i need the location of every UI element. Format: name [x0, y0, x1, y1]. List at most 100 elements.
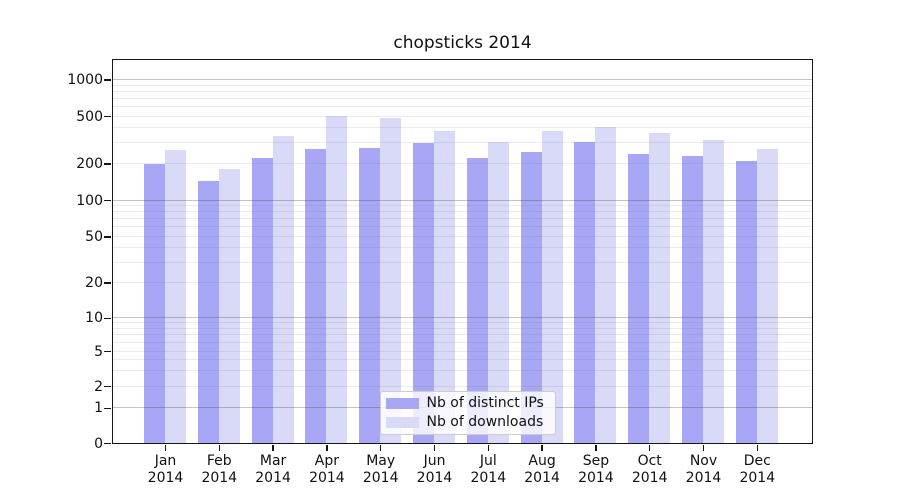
legend-label-distinct-ips: Nb of distinct IPs	[426, 394, 544, 411]
x-tick-mark-oct	[648, 444, 651, 451]
x-tick-label-oct: Oct 2014	[618, 453, 682, 486]
x-tick-label-line: 2014	[685, 469, 722, 486]
x-tick-label-dec: Dec 2014	[725, 453, 789, 486]
x-tick-mark-apr	[326, 444, 328, 451]
gridline-minor-90	[112, 205, 812, 207]
gridline-major-10	[112, 317, 812, 319]
x-tick-mark-mar	[272, 444, 274, 451]
gridline-minor-6	[112, 341, 812, 343]
y-tick-label-10: 10	[85, 310, 103, 327]
y-tick-mark-2	[104, 385, 111, 388]
y-tick-label-2: 2	[94, 378, 103, 395]
x-tick-label-mar: Mar 2014	[241, 453, 305, 486]
x-tick-label-line: 2014	[147, 469, 184, 486]
bar-distinct-ips-dec	[735, 160, 757, 443]
x-tick-label-sep: Sep 2014	[564, 453, 628, 486]
bar-distinct-ips-jul	[466, 158, 488, 443]
x-tick-label-nov: Nov 2014	[672, 453, 736, 486]
gridline-minor-20	[112, 281, 812, 283]
legend-swatch-downloads	[385, 416, 419, 428]
y-tick-label-100: 100	[76, 192, 103, 209]
gridline-minor-5	[112, 350, 812, 352]
y-tick-mark-0	[104, 442, 111, 445]
x-tick-label-jun: Jun 2014	[403, 453, 467, 486]
y-tick-label-200: 200	[76, 156, 103, 172]
gridline-minor-8	[112, 328, 812, 330]
x-tick-label-line: 2014	[255, 469, 291, 486]
legend: Nb of distinct IPs Nb of downloads	[379, 390, 556, 435]
x-tick-label-line: 2014	[739, 469, 776, 486]
bar-downloads-dec	[756, 149, 778, 443]
x-tick-label-line: 2014	[362, 469, 399, 486]
bar-distinct-ips-aug	[520, 151, 542, 443]
gridline-minor-4	[112, 359, 812, 361]
gridline-minor-7	[112, 334, 812, 336]
x-tick-label-line: 2014	[524, 469, 560, 486]
x-tick-label-line: Feb	[206, 453, 232, 469]
bar-downloads-oct	[649, 133, 671, 443]
legend-item-downloads: Nb of downloads	[385, 413, 544, 430]
bar-distinct-ips-jun	[413, 142, 434, 443]
gridline-minor-700	[112, 97, 812, 99]
bar-downloads-aug	[541, 131, 563, 443]
y-tick-label-20: 20	[85, 274, 103, 291]
y-tick-label-0: 0	[94, 435, 103, 452]
gridline-minor-70	[112, 218, 812, 220]
bar-distinct-ips-may	[359, 147, 381, 443]
legend-label-downloads: Nb of downloads	[426, 413, 544, 430]
chart-title: chopsticks 2014	[393, 33, 532, 53]
gridline-minor-200	[112, 163, 812, 164]
x-tick-label-line: 2014	[416, 469, 453, 486]
gridline-minor-3	[112, 370, 812, 372]
plot-area: Nb of distinct IPs Nb of downloads	[111, 58, 813, 444]
y-tick-label-1000: 1000	[67, 72, 103, 88]
bar-downloads-may	[380, 118, 402, 443]
bar-downloads-jun	[434, 131, 455, 443]
x-tick-label-line: Jan	[154, 453, 177, 469]
x-tick-mark-jan	[164, 444, 167, 451]
bar-downloads-feb	[218, 169, 240, 443]
x-tick-label-line: 2014	[470, 469, 507, 486]
gridline-minor-500	[112, 115, 812, 117]
x-tick-label-line: 2014	[578, 469, 614, 486]
bar-distinct-ips-sep	[574, 141, 596, 443]
x-tick-mark-sep	[595, 444, 597, 451]
x-tick-label-line: Nov	[689, 453, 718, 469]
legend-swatch-distinct-ips	[385, 397, 419, 409]
x-tick-label-line: Jun	[423, 453, 446, 469]
x-tick-label-line: Mar	[259, 453, 287, 469]
bar-downloads-jul	[487, 141, 509, 443]
gridline-minor-40	[112, 247, 812, 249]
x-tick-label-line: Dec	[743, 453, 771, 469]
x-tick-label-line: 2014	[201, 469, 238, 486]
bar-downloads-sep	[595, 127, 617, 443]
y-tick-label-50: 50	[85, 228, 103, 245]
y-tick-mark-50	[104, 236, 111, 238]
y-tick-mark-200	[104, 163, 111, 165]
y-tick-label-1: 1	[94, 400, 103, 417]
gridline-minor-300	[112, 142, 812, 144]
gridline-minor-600	[112, 106, 812, 108]
bar-downloads-jan	[165, 150, 186, 443]
bar-downloads-apr	[326, 115, 348, 443]
y-tick-label-500: 500	[76, 108, 103, 125]
x-tick-mark-jun	[433, 444, 436, 451]
x-tick-label-feb: Feb 2014	[187, 453, 251, 486]
gridline-minor-30	[112, 261, 812, 263]
gridline-major-100	[112, 199, 812, 201]
x-tick-label-apr: Apr 2014	[295, 453, 359, 486]
bar-distinct-ips-nov	[682, 156, 703, 443]
gridline-minor-900	[112, 84, 812, 86]
gridline-major-1000	[112, 79, 812, 80]
y-tick-mark-100	[104, 199, 111, 202]
x-tick-label-line: 2014	[631, 469, 668, 486]
y-tick-label-5: 5	[94, 343, 103, 360]
bar-distinct-ips-apr	[305, 148, 327, 443]
x-tick-label-line: Jul	[479, 453, 497, 469]
y-tick-mark-1	[104, 407, 111, 410]
x-tick-label-aug: Aug 2014	[510, 453, 574, 486]
gridline-minor-9	[112, 322, 812, 324]
grid-layer	[112, 60, 812, 444]
x-tick-label-line: 2014	[309, 469, 345, 486]
